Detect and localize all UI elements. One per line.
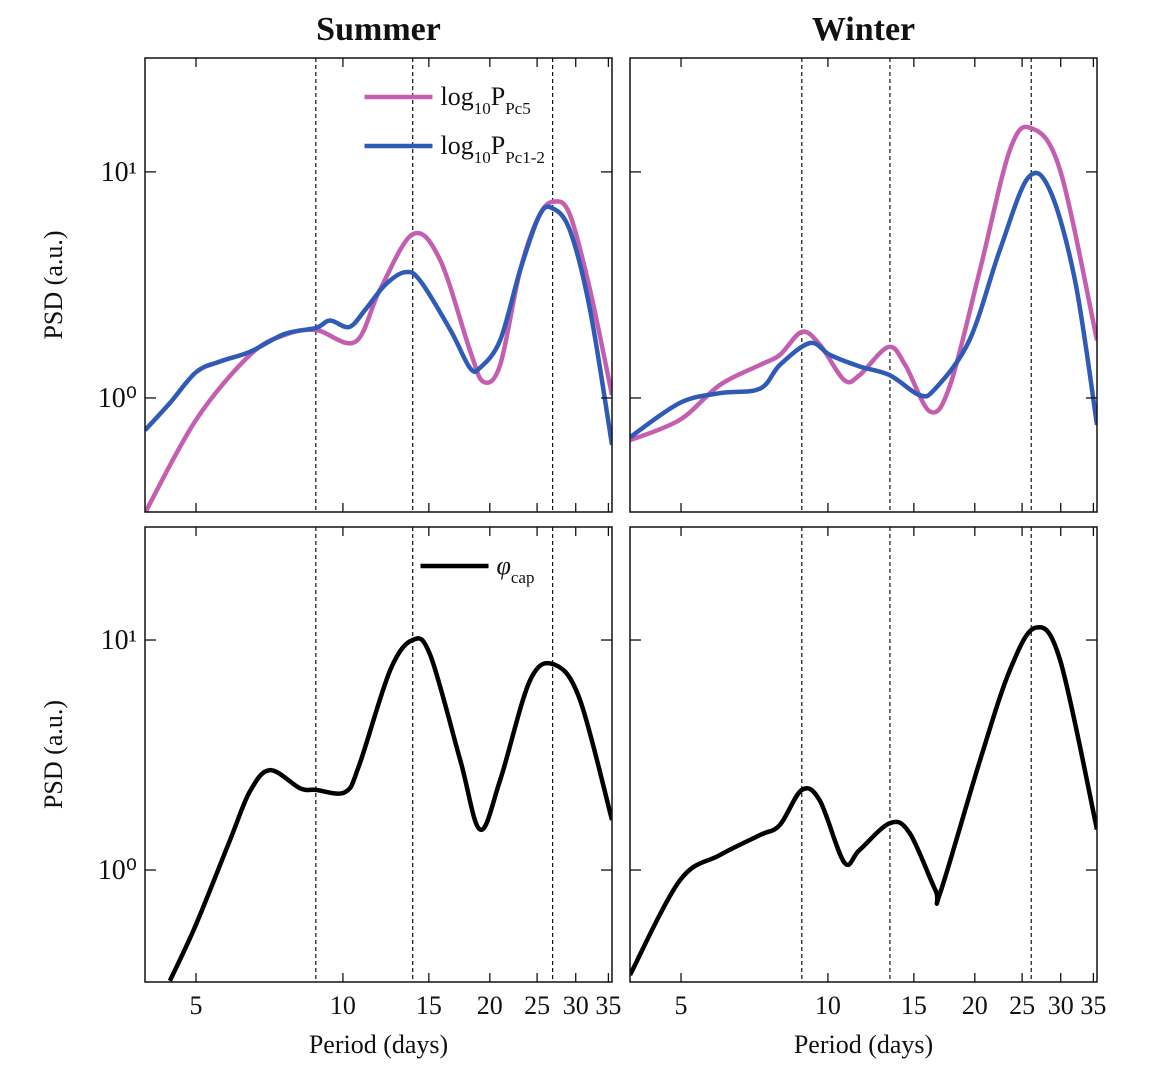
- plot-area: [167, 636, 612, 982]
- data-line: [630, 170, 1097, 440]
- plot-frame: [629, 57, 1098, 513]
- data-line: [167, 636, 612, 982]
- x-tick-label: 20: [962, 991, 988, 1020]
- x-tick-label: 10: [815, 991, 841, 1020]
- data-line: [145, 204, 612, 446]
- legend-text: log: [440, 82, 473, 111]
- y-axis-label: PSD (a.u.): [39, 230, 68, 339]
- legend-label: log10PPc5: [440, 82, 530, 118]
- x-tick-label: 5: [675, 991, 688, 1020]
- panel-title: Winter: [812, 11, 915, 48]
- x-tick-label: 10: [330, 991, 356, 1020]
- plot-area: [145, 199, 612, 512]
- legend-text: Pc5: [505, 99, 531, 118]
- legend-text: log: [440, 131, 473, 160]
- x-tick-label: 30: [1048, 991, 1074, 1020]
- y-tick-label: 10⁰: [98, 383, 137, 414]
- legend-label: log10PPc1-2: [440, 131, 544, 167]
- x-tick-label: 5: [190, 991, 203, 1020]
- x-tick-label: 25: [1009, 991, 1035, 1020]
- y-axis-label: PSD (a.u.): [39, 700, 68, 809]
- x-tick-label: 15: [901, 991, 927, 1020]
- x-tick-label: 20: [477, 991, 503, 1020]
- y-tick-label: 10¹: [101, 157, 137, 188]
- panel-title: Summer: [316, 11, 441, 48]
- x-axis-label: Period (days): [794, 1030, 933, 1059]
- legend-text: 10: [474, 148, 491, 167]
- legend-text: P: [491, 131, 505, 160]
- x-axis-label: Period (days): [309, 1030, 448, 1059]
- legend-text: P: [491, 82, 505, 111]
- x-tick-label: 35: [1080, 991, 1106, 1020]
- y-tick-label: 10¹: [101, 625, 137, 656]
- legend-text: 10: [474, 99, 491, 118]
- plot-frame: [144, 57, 613, 513]
- x-tick-label: 15: [416, 991, 442, 1020]
- plot-area: [630, 625, 1097, 976]
- legend-label: φcap: [496, 551, 534, 587]
- plot-frame: [144, 526, 613, 983]
- legend-text: Pc1-2: [505, 148, 545, 167]
- data-line: [630, 625, 1097, 976]
- plot-area: [630, 124, 1097, 443]
- y-tick-label: 10⁰: [98, 855, 137, 886]
- data-line: [630, 124, 1097, 443]
- legend-text: φ: [496, 551, 510, 580]
- x-tick-label: 35: [595, 991, 621, 1020]
- x-tick-label: 30: [563, 991, 589, 1020]
- plot-frame: [629, 526, 1098, 983]
- data-line: [145, 199, 612, 512]
- x-tick-label: 25: [524, 991, 550, 1020]
- legend-text: cap: [511, 568, 535, 587]
